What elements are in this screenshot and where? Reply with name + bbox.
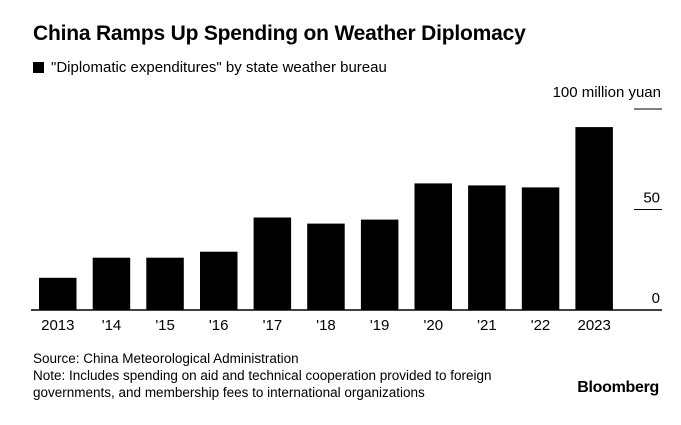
y-tick-label: 0 bbox=[652, 290, 660, 307]
y-axis-unit-label: 100 million yuan bbox=[552, 84, 661, 101]
bar-5 bbox=[307, 223, 345, 310]
bar-0 bbox=[39, 277, 77, 310]
x-tick-label: '15 bbox=[155, 317, 175, 334]
x-tick-label: '14 bbox=[102, 317, 122, 334]
x-tick-label: '18 bbox=[316, 317, 336, 334]
x-tick-label: '17 bbox=[263, 317, 283, 334]
chart-title: China Ramps Up Spending on Weather Diplo… bbox=[33, 22, 526, 45]
bar-7 bbox=[414, 183, 452, 310]
legend: "Diplomatic expenditures" by state weath… bbox=[33, 59, 387, 76]
x-tick-label: 2013 bbox=[41, 317, 74, 334]
x-tick-label: '16 bbox=[209, 317, 229, 334]
bar-3 bbox=[200, 251, 238, 310]
legend-swatch bbox=[33, 62, 44, 73]
bar-2 bbox=[146, 257, 184, 310]
bar-6 bbox=[360, 219, 399, 310]
bar-1 bbox=[92, 257, 131, 310]
x-tick-label: '20 bbox=[424, 317, 444, 334]
bar-4 bbox=[253, 217, 292, 310]
bar-8 bbox=[468, 185, 506, 310]
note-line-2: governments, and membership fees to inte… bbox=[33, 385, 425, 400]
footer-notes: Source: China Meteorological Administrat… bbox=[33, 350, 492, 401]
x-tick-label: '22 bbox=[531, 317, 551, 334]
x-tick-label: 2023 bbox=[578, 317, 611, 334]
bar-10 bbox=[575, 127, 613, 310]
legend-label: "Diplomatic expenditures" by state weath… bbox=[51, 59, 387, 76]
bar-9 bbox=[521, 187, 560, 310]
x-tick-label: '19 bbox=[370, 317, 390, 334]
note-line-1: Note: Includes spending on aid and techn… bbox=[33, 368, 492, 383]
bloomberg-logo: Bloomberg bbox=[577, 379, 659, 396]
y-tick-label: 50 bbox=[643, 190, 660, 207]
x-tick-label: '21 bbox=[477, 317, 497, 334]
source-note: Source: China Meteorological Administrat… bbox=[33, 351, 299, 366]
